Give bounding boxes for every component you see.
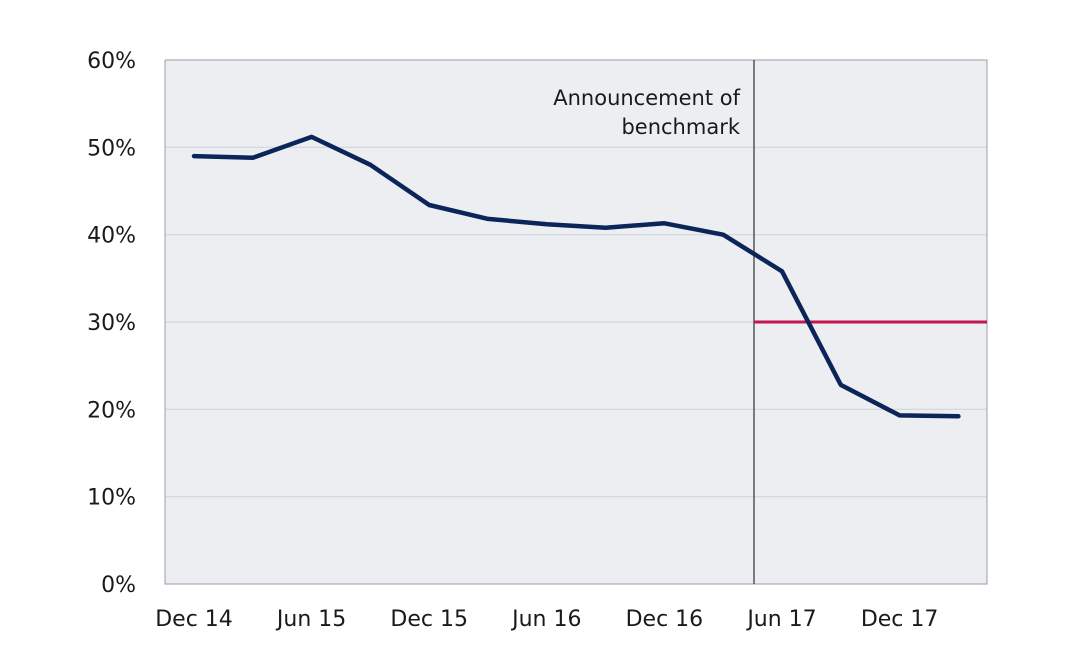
y-tick-label: 20%	[87, 398, 136, 423]
x-tick-label: Jun 15	[275, 607, 346, 632]
x-tick-label: Dec 14	[155, 607, 233, 632]
x-axis-tick-labels: Dec 14 Jun 15 Dec 15 Jun 16 Dec 16 Jun 17 Dec …	[155, 607, 938, 632]
gridlines	[164, 59, 988, 585]
y-tick-label: 40%	[87, 224, 136, 249]
y-tick-label: 50%	[87, 136, 136, 161]
x-tick-label: Jun 16	[510, 607, 581, 632]
y-tick-label: 30%	[87, 311, 136, 336]
x-tick-label: Dec 16	[626, 607, 704, 632]
y-axis-tick-labels: 0% 10% 20% 30% 40% 50% 60%	[87, 49, 136, 598]
x-tick-label: Dec 17	[861, 607, 939, 632]
plot-border	[164, 59, 988, 585]
series-line	[191, 134, 961, 419]
annotation-line-1: Announcement of	[553, 86, 740, 110]
y-tick-label: 60%	[87, 49, 136, 74]
annotation-line-2: benchmark	[621, 115, 740, 139]
x-tick-label: Dec 15	[390, 607, 468, 632]
y-tick-label: 0%	[101, 573, 136, 598]
x-tick-label: Jun 17	[745, 607, 816, 632]
y-tick-label: 10%	[87, 486, 136, 511]
